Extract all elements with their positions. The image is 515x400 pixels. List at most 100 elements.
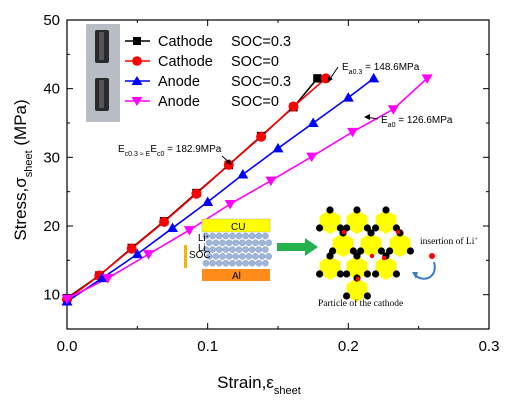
svg-text:insertion of Li+: insertion of Li+ [420,236,478,247]
particle-sphere [248,246,256,253]
data-point-square [313,74,322,83]
particle-sphere [212,239,220,247]
legend-marker-circle [132,56,142,66]
particle-sphere [242,232,249,240]
soc-indicator-bar [184,245,187,268]
y-tick-label: 50 [43,12,60,29]
lattice-cell [346,278,368,302]
data-point-triangle-down [224,200,236,210]
legend-marker-square [133,37,141,45]
x-tick-label: 0.3 [479,338,500,355]
data-point-triangle-down [143,250,155,260]
active-particle-layer [202,232,273,267]
lattice-atom [326,252,334,260]
series-markers [61,72,433,306]
data-point-triangle-up [272,142,284,153]
data-point-triangle-down [421,74,433,84]
data-point-circle [256,131,267,142]
lattice-atom [406,247,414,255]
series-lines [66,77,428,303]
svg-text:Cathode: Cathode [158,54,213,70]
particle-sphere [258,253,266,260]
lattice-atom [392,270,400,278]
particle-sphere [202,246,210,253]
lattice-atom [382,206,390,214]
particle-sphere [219,253,226,260]
particle-sphere [225,239,233,247]
lithium-ion [355,276,361,282]
lattice-cell [332,233,354,257]
lithium-ion [395,229,401,235]
data-point-circle [288,101,299,112]
legend-item-cathode-soc0: Cathode SOC=0 [125,54,279,70]
data-point-triangle-up [307,117,319,127]
lattice-atom [363,292,371,300]
particle-sphere [255,259,263,267]
cu-current-collector [201,218,271,233]
particle-sphere [262,232,269,240]
lattice-atom [343,224,351,232]
lattice-cell [346,256,368,280]
lattice-cell [375,210,397,234]
svg-text:Al: Al [232,271,241,282]
svg-text:SOC: SOC [189,250,211,261]
particle-sphere [215,259,223,267]
data-point-triangle-down [265,176,277,187]
particle-sphere [245,253,253,260]
y-tick-label: 30 [43,149,60,166]
particle-sphere [209,246,216,253]
y-axis-title: Stress,σsheet (MPa) [11,99,35,240]
particle-sphere [265,239,273,247]
particle-sphere [202,259,210,267]
particle-sphere [242,259,249,267]
lattice-cell [319,210,341,234]
insertion-curved-arrow-icon [415,261,436,280]
annotation-anode-soc0-modulus: Ea0 = 126.6MPa [364,114,453,129]
particle-sphere [229,232,236,240]
lithium-ion [341,229,347,235]
lattice-atom [386,247,394,255]
data-point-triangle-up [96,272,108,283]
lattice-atom [336,270,344,278]
svg-text:SOC=0.3: SOC=0.3 [231,34,291,50]
particle-sphere [245,239,253,247]
data-point-triangle-up [202,196,214,206]
data-point-circle [191,188,202,199]
lattice-cell [360,233,382,257]
particle-sphere [215,246,223,253]
lattice-cell [319,256,341,280]
particle-sphere [202,232,210,240]
lattice-atom [343,292,351,300]
lattice-atom [367,229,375,237]
particle-sphere [229,246,236,253]
data-point-triangle-up [131,248,143,259]
data-point-triangle-down [387,105,399,115]
data-point-circle [159,216,170,227]
data-point-triangle-down [61,294,73,305]
svg-text:CU: CU [231,222,245,233]
legend-item-anode-soc03: Anode SOC=0.3 [125,74,291,90]
particle-sphere [209,259,216,267]
lithium-ion [381,255,387,261]
electrode-schematic-inset: CU Al SOC Li+ Li Particle of the cathode… [184,206,478,309]
series-line-3 [66,77,428,300]
particle-sphere [209,232,216,240]
battery-photos [86,24,120,122]
particle-sphere [248,232,256,240]
annotation-anode-soc03-modulus: Ea0.3 = 148.6MPa [327,62,420,83]
particle-sphere [205,253,213,260]
lattice-atom [357,247,365,255]
data-point-circle [126,243,137,254]
series-line-2 [66,77,375,303]
lattice-cell [389,233,411,257]
svg-text:Li+: Li+ [198,233,209,244]
particle-sphere [235,246,243,253]
particle-sphere [238,253,246,260]
lattice-atom [326,206,334,214]
particle-sphere [248,259,256,267]
particle-sphere [219,239,226,247]
svg-text:Li: Li [198,243,206,254]
legend-item-cathode-soc03: Cathode SOC=0.3 [125,34,291,50]
green-arrow-icon [277,238,318,256]
particle-sphere [262,259,269,267]
